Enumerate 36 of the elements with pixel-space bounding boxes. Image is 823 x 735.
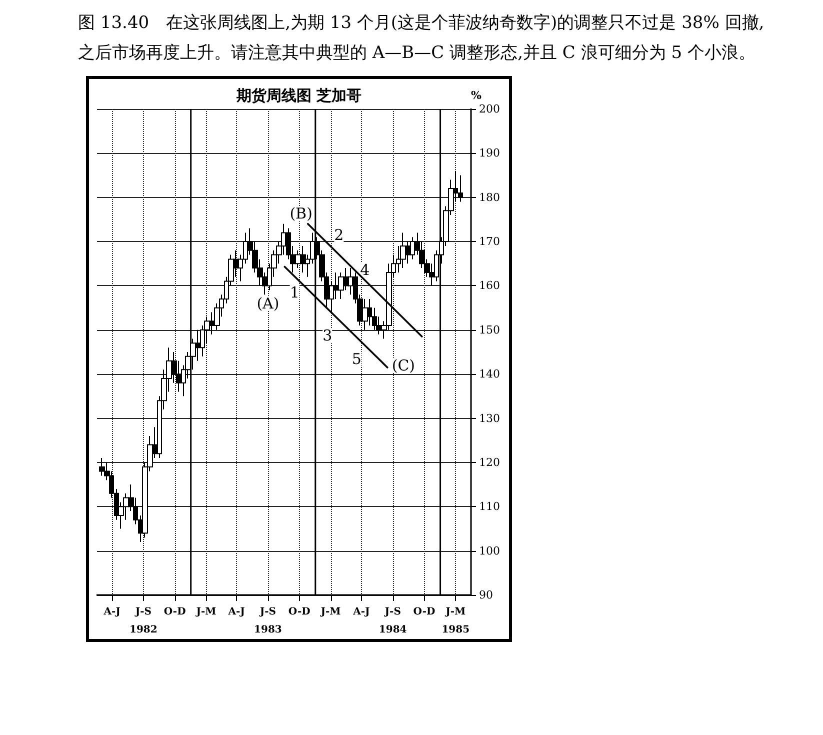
annotation: 1 [290,283,300,302]
y-tick-label: 190 [479,146,500,160]
y-tick-label: 100 [479,544,500,558]
x-tick-label: J-M 1985 [442,606,470,636]
y-tick-label: 110 [479,500,500,514]
annotation: 3 [322,326,332,345]
y-axis-title: % [471,89,482,102]
x-tick-label: J-M [320,606,341,618]
x-tick-label: A-J [102,606,121,618]
y-tick-label: 130 [479,412,500,425]
y-tick-label: 140 [479,368,500,381]
x-tick-label: O-D [288,606,311,618]
caption: 图 13.40 在这张周线图上,为期 13 个月(这是个菲波纳奇数字)的调整只不过是 38% 回撤,之后市场再度上升。请注意其中典型的 A—B—C 调整形态,并且 C 浪可细分为 5 个小浪。 [78,12,766,65]
candlestick [400,232,406,269]
x-tick-label: J-S 1983 [254,606,282,636]
y-tick-label: 180 [479,190,500,204]
annotation: 5 [352,350,362,368]
y-tick-label: 120 [479,456,500,469]
y-tick-label: 170 [479,235,500,248]
x-tick-label: J-S 1982 [129,606,158,636]
y-tick-label: 150 [479,323,500,336]
annotation: 4 [360,260,370,279]
x-tick-label: A-J [352,606,370,618]
y-tick-label: 200 [479,102,500,116]
annotation: (A) [256,294,280,312]
x-tick-label: J-S 1984 [378,606,407,636]
y-tick-label: 90 [479,588,493,602]
y-tick-label: 160 [479,279,500,292]
annotation: 2 [334,226,344,244]
chart-title: 期货周线图 芝加哥 [235,86,362,104]
x-tick-label: A-J [227,606,246,618]
annotation: (C) [392,356,416,374]
x-tick-label: O-D [164,606,186,618]
annotation: (B) [290,204,312,223]
x-tick-label: O-D [413,606,436,618]
x-tick-label: J-M [195,606,216,618]
